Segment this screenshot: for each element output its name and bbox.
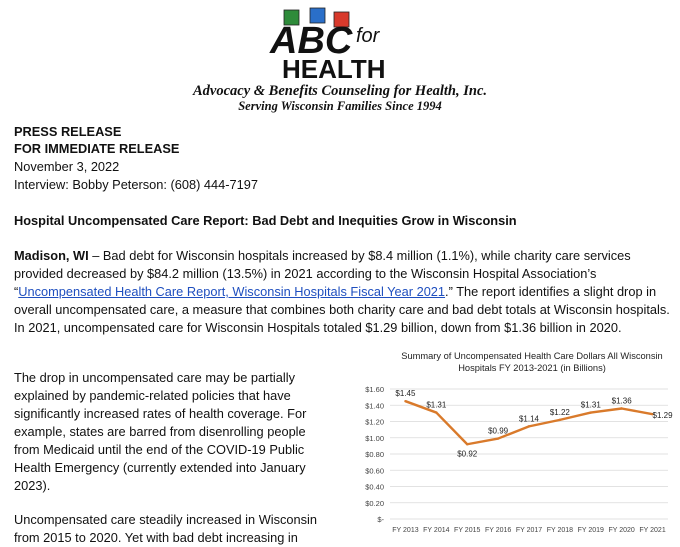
- x-tick-label: FY 2018: [547, 527, 573, 534]
- uncompensated-care-line-chart: $1.60 $1.40 $1.20 $1.00 $0.80 $0.60 $0.40 $0.20…: [365, 385, 674, 534]
- data-point: [651, 412, 654, 416]
- abc-for-health-logo: ABC for HEALTH: [269, 7, 386, 80]
- x-tick-label: FY 2013: [392, 527, 418, 534]
- org-tagline: Serving Wisconsin Families Since 1994: [238, 99, 442, 113]
- y-tick-label: $0.80: [365, 450, 384, 459]
- data-point: [496, 437, 500, 440]
- data-point: [435, 411, 438, 414]
- data-label: $1.22: [550, 408, 571, 417]
- paragraph-3: Uncompensated care steadily increased in…: [14, 512, 318, 545]
- y-tick-label: $0.40: [365, 483, 384, 492]
- interview-contact: Interview: Bobby Peterson: (608) 444-719…: [14, 177, 258, 192]
- y-tick-label: $0.20: [365, 499, 384, 508]
- data-label: $1.31: [581, 401, 602, 410]
- green-block: [283, 9, 300, 26]
- data-point: [404, 399, 407, 403]
- logo-for-text: for: [356, 25, 381, 47]
- data-point: [589, 411, 592, 414]
- press-release-label: PRESS RELEASE: [14, 124, 122, 139]
- release-date: November 3, 2022: [14, 159, 120, 174]
- paragraph-1-text-b: .” The report identifies a slight drop i…: [14, 284, 670, 335]
- x-tick-label: FY 2020: [608, 527, 634, 534]
- data-label: $1.36: [612, 397, 633, 406]
- immediate-release-label: FOR IMMEDIATE RELEASE: [14, 141, 180, 156]
- org-name: Advocacy & Benefits Counseling for Healt…: [192, 83, 488, 99]
- x-tick-label: FY 2019: [578, 527, 604, 534]
- data-label: $1.29: [653, 411, 674, 420]
- dateline: Madison, WI: [14, 248, 89, 263]
- report-link[interactable]: Uncompensated Health Care Report, Wiscon…: [18, 284, 446, 299]
- data-label: $1.31: [426, 401, 447, 410]
- data-label: $0.92: [457, 449, 478, 458]
- paragraph-2: The drop in uncompensated care may be pa…: [14, 370, 307, 493]
- y-tick-label: $1.00: [365, 434, 384, 443]
- y-tick-label: $1.40: [365, 401, 384, 410]
- headline: Hospital Uncompensated Care Report: Bad …: [14, 213, 517, 228]
- red-block: [333, 11, 350, 28]
- x-tick-label: FY 2015: [454, 527, 480, 534]
- data-point: [620, 407, 623, 410]
- y-tick-label: $0.60: [365, 466, 384, 475]
- logo-blocks: [283, 7, 350, 28]
- data-label: $1.14: [519, 414, 540, 423]
- paragraph-1: Madison, WI – Bad debt for Wisconsin hos…: [14, 247, 674, 337]
- x-tick-label: FY 2014: [423, 527, 449, 534]
- y-tick-label: $1.20: [365, 418, 384, 427]
- x-tick-label: FY 2016: [485, 527, 511, 534]
- chart-title: Summary of Uncompensated Health Care Dol…: [401, 351, 663, 373]
- x-tick-label: FY 2021: [639, 527, 665, 534]
- data-point: [527, 425, 531, 428]
- y-tick-label: $-: [377, 515, 384, 524]
- data-label: $1.45: [395, 389, 416, 398]
- data-label: $0.99: [488, 427, 509, 436]
- logo-health-text: HEALTH: [282, 54, 386, 80]
- x-tick-label: FY 2017: [516, 527, 542, 534]
- logo-abc-text: ABC: [269, 20, 353, 62]
- data-point: [466, 443, 469, 446]
- blue-block: [309, 7, 326, 24]
- paragraph-1-text-a: – Bad debt for Wisconsin hospitals incre…: [14, 248, 631, 299]
- data-point: [558, 418, 562, 422]
- y-tick-label: $1.60: [365, 385, 384, 394]
